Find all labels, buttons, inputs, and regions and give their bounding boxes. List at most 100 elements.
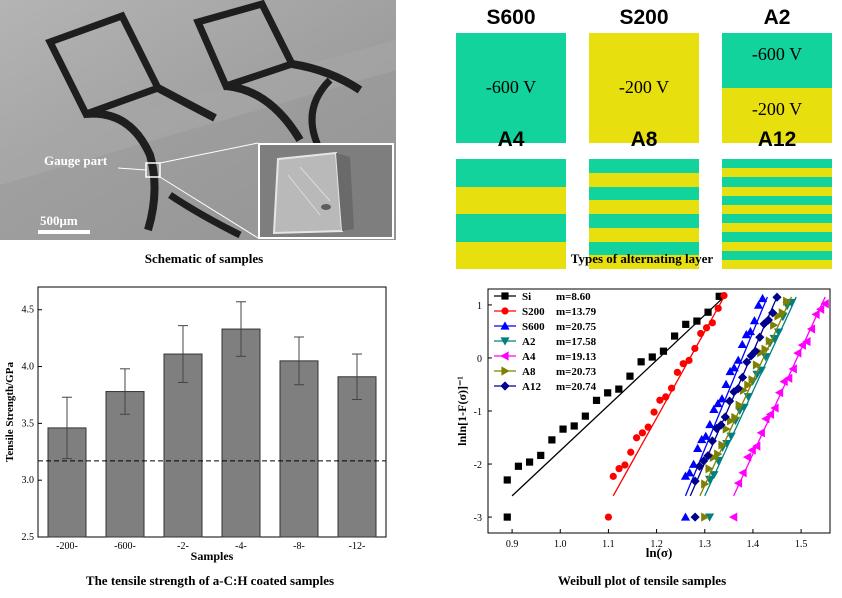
point-si bbox=[648, 353, 656, 361]
gauge-part-label: Gauge part bbox=[44, 153, 108, 168]
point-s200 bbox=[656, 396, 664, 404]
inset-drawing bbox=[260, 145, 392, 237]
fit-line-si bbox=[511, 296, 725, 497]
point-s200 bbox=[662, 393, 670, 401]
layer-voltage-label: -600 V bbox=[485, 77, 537, 97]
layer-stripe-yellow bbox=[722, 204, 832, 215]
bar-x-tick: -600- bbox=[114, 541, 136, 552]
layer-stripe-yellow bbox=[722, 223, 832, 233]
point-a12 bbox=[716, 420, 726, 430]
legend-m-a12: m=20.74 bbox=[556, 381, 597, 393]
point-s600 bbox=[717, 394, 727, 403]
legend-m-a4: m=19.13 bbox=[556, 351, 597, 363]
legend-name-a4: A4 bbox=[522, 351, 536, 363]
weibull-y-tick: 0 bbox=[477, 354, 482, 365]
point-a4 bbox=[729, 512, 738, 522]
bar-x-tick: -8- bbox=[293, 541, 305, 552]
point-a12 bbox=[690, 512, 700, 522]
layer-stripe-green bbox=[722, 177, 832, 187]
point-a12 bbox=[750, 346, 761, 356]
point-a8 bbox=[765, 336, 775, 346]
point-a2 bbox=[735, 406, 745, 416]
point-si bbox=[592, 396, 601, 404]
layer-title-a12: A12 bbox=[757, 128, 797, 151]
point-a8 bbox=[722, 424, 731, 434]
point-a4 bbox=[784, 373, 793, 383]
weibull-y-tick: -1 bbox=[474, 407, 482, 418]
layer-stripe-green bbox=[722, 250, 832, 261]
point-a8 bbox=[744, 380, 753, 390]
point-s600 bbox=[737, 339, 747, 349]
point-a12 bbox=[733, 384, 743, 394]
layer-stripe-yellow bbox=[722, 241, 832, 252]
layer-stripe-yellow bbox=[589, 172, 699, 187]
bar-x-tick: -200- bbox=[56, 541, 78, 552]
point-s200 bbox=[679, 360, 687, 368]
weibull-x-tick: 1.1 bbox=[602, 539, 615, 550]
layer-stripe-green bbox=[456, 159, 566, 187]
point-a8 bbox=[778, 308, 787, 318]
layer-stripe-green bbox=[589, 241, 699, 256]
point-s200 bbox=[644, 423, 652, 431]
weibull-y-tick: -2 bbox=[474, 460, 482, 471]
bar-plot-frame bbox=[37, 286, 387, 538]
point-a4 bbox=[765, 409, 775, 419]
point-a2 bbox=[769, 334, 779, 344]
bar-y-label: Tensile Strength/GPa bbox=[4, 362, 16, 462]
tensile-caption: The tensile strength of a-C:H coated sam… bbox=[85, 573, 335, 588]
bar-y-tick: 4.0 bbox=[22, 362, 35, 373]
point-s600 bbox=[729, 363, 739, 372]
point-a4 bbox=[738, 468, 747, 478]
point-s600 bbox=[680, 512, 691, 521]
layer-stripe-yellow bbox=[722, 88, 832, 143]
bar-y-tick: 2.5 bbox=[22, 532, 35, 543]
point-s200 bbox=[708, 319, 716, 327]
point-a4 bbox=[747, 445, 756, 455]
point-a8 bbox=[705, 464, 714, 474]
point-s200 bbox=[685, 356, 693, 364]
legend-name-a8: A8 bbox=[522, 366, 536, 378]
legend-name-s200: S200 bbox=[522, 306, 545, 318]
point-a8 bbox=[727, 416, 736, 426]
point-a8 bbox=[718, 440, 727, 450]
point-a4 bbox=[774, 388, 784, 398]
point-s200 bbox=[702, 324, 711, 332]
bar-4 bbox=[279, 360, 319, 538]
point-si bbox=[581, 412, 589, 420]
point-s200 bbox=[673, 368, 681, 376]
layer-stripe-yellow bbox=[589, 200, 699, 215]
point-si bbox=[693, 317, 701, 325]
point-a4 bbox=[770, 403, 779, 413]
point-si bbox=[525, 458, 534, 466]
point-s200 bbox=[650, 408, 658, 416]
point-a12 bbox=[746, 351, 756, 361]
point-a8 bbox=[783, 296, 792, 306]
layer-stripe-yellow bbox=[589, 33, 699, 143]
point-si bbox=[637, 358, 645, 366]
point-s600 bbox=[721, 379, 731, 389]
point-a12 bbox=[737, 372, 748, 382]
point-a12 bbox=[772, 292, 782, 302]
legend-marker-a12 bbox=[500, 381, 510, 391]
weibull-y-label: lnln[1-F(σ)]⁻¹ bbox=[455, 376, 469, 446]
weibull-y-tick: 1 bbox=[477, 301, 482, 312]
point-a4 bbox=[788, 364, 797, 374]
point-s600 bbox=[705, 419, 715, 429]
point-a8 bbox=[752, 360, 762, 370]
weibull-y-tick: -3 bbox=[474, 513, 482, 524]
point-a2 bbox=[709, 471, 719, 480]
layer-stripe-green bbox=[722, 232, 832, 242]
point-a4 bbox=[752, 441, 761, 451]
bar-x-tick: -12- bbox=[349, 541, 366, 552]
point-a2 bbox=[752, 370, 762, 379]
point-si bbox=[615, 385, 623, 393]
point-a2 bbox=[726, 432, 736, 441]
point-a8 bbox=[731, 412, 740, 423]
point-a8 bbox=[701, 479, 710, 489]
point-si bbox=[659, 347, 668, 355]
point-s200 bbox=[697, 329, 705, 338]
sem-caption: Schematic of samples bbox=[144, 251, 264, 266]
point-a4 bbox=[820, 299, 829, 309]
point-si bbox=[570, 422, 578, 430]
layer-stripe-green bbox=[589, 186, 699, 201]
